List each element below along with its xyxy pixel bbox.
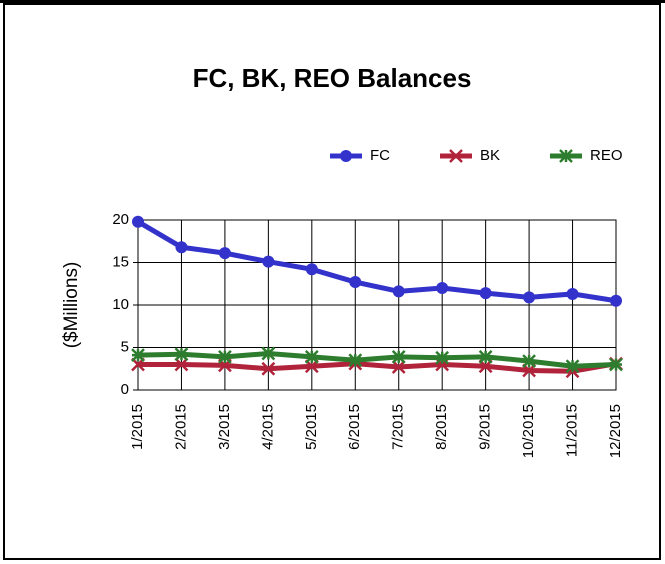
marker bbox=[522, 354, 536, 368]
marker bbox=[218, 349, 232, 364]
x-tick-label: 7/2015 bbox=[390, 404, 407, 450]
marker bbox=[174, 357, 189, 372]
marker bbox=[262, 255, 275, 268]
marker bbox=[449, 149, 463, 163]
y-tick-label: 20 bbox=[112, 211, 129, 228]
marker bbox=[435, 350, 450, 365]
x-tick-label: 8/2015 bbox=[433, 404, 450, 450]
marker bbox=[348, 353, 363, 368]
y-tick-label: 10 bbox=[112, 296, 129, 313]
y-tick-label: 0 bbox=[121, 381, 129, 398]
chart-border bbox=[3, 3, 661, 560]
marker bbox=[174, 347, 189, 362]
legend-label: FC bbox=[370, 147, 390, 164]
marker-stroke bbox=[449, 149, 463, 163]
marker-stroke bbox=[391, 360, 406, 374]
marker bbox=[349, 276, 362, 289]
marker bbox=[478, 349, 493, 364]
x-tick-label: 9/2015 bbox=[477, 404, 494, 450]
legend-label: BK bbox=[480, 147, 500, 164]
marker bbox=[132, 215, 144, 228]
marker bbox=[566, 287, 579, 300]
marker bbox=[523, 291, 536, 304]
marker bbox=[261, 361, 276, 376]
x-tick-label: 6/2015 bbox=[346, 404, 363, 450]
x-tick-label: 4/2015 bbox=[259, 404, 276, 450]
marker bbox=[436, 282, 449, 294]
x-tick-label: 11/2015 bbox=[564, 404, 581, 457]
x-tick-label: 10/2015 bbox=[520, 404, 537, 458]
marker bbox=[609, 357, 623, 372]
marker bbox=[305, 263, 318, 276]
marker bbox=[610, 294, 622, 307]
y-tick-label: 5 bbox=[121, 338, 129, 355]
marker bbox=[340, 150, 352, 162]
marker bbox=[304, 349, 319, 364]
marker bbox=[391, 349, 406, 364]
x-tick-label: 5/2015 bbox=[303, 404, 320, 450]
marker bbox=[391, 360, 406, 374]
x-tick-label: 12/2015 bbox=[607, 404, 624, 458]
series-line bbox=[137, 350, 617, 369]
marker bbox=[392, 285, 405, 298]
chart-title: FC, BK, REO Balances bbox=[193, 63, 472, 93]
marker bbox=[131, 348, 145, 363]
marker bbox=[261, 346, 276, 361]
marker-stroke bbox=[174, 357, 189, 372]
y-tick-label: 15 bbox=[112, 253, 129, 270]
marker bbox=[559, 149, 573, 163]
marker-stroke bbox=[261, 361, 276, 376]
marker bbox=[175, 241, 188, 254]
y-axis-label: ($Millions) bbox=[61, 262, 82, 349]
series-line bbox=[136, 219, 617, 304]
x-tick-label: 1/2015 bbox=[129, 404, 146, 450]
marker bbox=[479, 287, 492, 300]
x-tick-label: 2/2015 bbox=[172, 404, 189, 450]
legend-label: REO bbox=[590, 147, 623, 164]
series-line bbox=[138, 361, 617, 374]
x-tick-label: 3/2015 bbox=[216, 404, 233, 450]
marker bbox=[565, 359, 580, 374]
marker bbox=[218, 247, 231, 260]
